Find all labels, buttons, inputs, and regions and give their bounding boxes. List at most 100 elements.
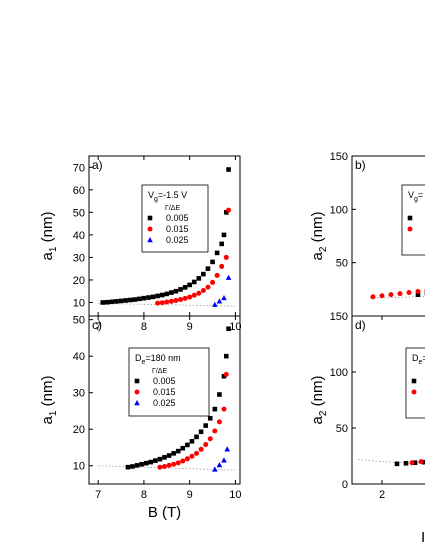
data-point xyxy=(212,428,218,434)
data-point xyxy=(221,406,227,412)
data-point xyxy=(216,298,223,304)
legend-label: 0.025 xyxy=(153,398,176,408)
data-point xyxy=(226,326,231,332)
x-tick-label: 10 xyxy=(229,489,241,501)
panel-b: 50 100 150 a2 (nm) b) Vg=Γ xyxy=(309,151,425,317)
data-point xyxy=(212,406,218,412)
legend-box xyxy=(141,184,209,253)
y-tick-label: 50 xyxy=(73,315,85,327)
data-point xyxy=(189,453,195,459)
y-tick-label: 40 xyxy=(73,351,85,363)
panel-label: d) xyxy=(355,318,366,332)
y-tick-label: 50 xyxy=(73,207,85,219)
y-tick-label: 20 xyxy=(73,424,85,436)
series-0.005 xyxy=(125,326,231,470)
data-point xyxy=(180,445,186,451)
plot-area xyxy=(369,288,425,300)
data-point xyxy=(182,285,188,290)
y-tick-label: 100 xyxy=(330,367,348,379)
data-point xyxy=(166,453,172,458)
series-1 xyxy=(409,459,424,466)
panel-a: 10 20 30 40 50 60 70 7 8 9 10 a1 (nm) a) Vg=-1.5 V Γ/Δ… xyxy=(39,155,242,333)
data-point xyxy=(225,274,232,280)
data-point xyxy=(139,461,144,467)
data-point xyxy=(191,292,197,298)
plot-area xyxy=(98,326,236,472)
plot-frame xyxy=(88,315,241,485)
x-tick-label: 7 xyxy=(95,489,101,501)
legend-title: De=180 nm xyxy=(135,353,181,366)
data-point xyxy=(148,459,154,465)
data-point xyxy=(109,299,115,305)
y-tick-label: 50 xyxy=(336,423,348,435)
data-point xyxy=(153,458,158,463)
data-point xyxy=(173,297,179,303)
y-axis-label: a1 (nm) xyxy=(39,376,59,425)
data-point xyxy=(388,292,394,298)
panel-label: b) xyxy=(355,158,366,172)
data-point xyxy=(146,295,151,300)
legend-marker xyxy=(411,389,417,395)
plot-frame xyxy=(351,315,425,485)
data-point xyxy=(162,455,167,460)
data-point xyxy=(155,300,161,306)
data-point xyxy=(182,295,188,301)
y-axis-label: a2 (nm) xyxy=(309,376,329,425)
data-point xyxy=(194,450,200,456)
data-point xyxy=(205,284,211,290)
y-tick-label: 150 xyxy=(330,151,348,163)
data-point xyxy=(212,466,218,472)
data-point xyxy=(162,463,167,469)
data-point xyxy=(185,442,190,448)
data-point xyxy=(221,373,227,379)
data-point xyxy=(134,463,140,468)
data-point xyxy=(205,266,211,271)
series-0.025 xyxy=(212,446,230,472)
legend-subtitle: Γ/ΔE xyxy=(152,368,167,375)
y-tick-label: 60 xyxy=(73,185,85,197)
legend-subtitle: Γ/ΔE xyxy=(165,205,180,212)
data-point xyxy=(219,263,225,269)
data-point xyxy=(155,293,160,299)
data-point xyxy=(223,254,229,260)
data-point xyxy=(184,456,190,462)
data-point xyxy=(164,291,170,297)
plot-area xyxy=(98,167,236,307)
legend-marker xyxy=(134,400,140,406)
data-point xyxy=(150,294,156,300)
series-0.015 xyxy=(157,371,229,470)
bottom-right-label: I xyxy=(421,529,425,546)
legend-label: 0.005 xyxy=(153,376,176,386)
data-point xyxy=(394,461,400,467)
series-1 xyxy=(370,288,425,300)
data-point xyxy=(226,207,232,213)
y-tick-label: 50 xyxy=(336,258,348,270)
data-point xyxy=(137,296,142,302)
data-point xyxy=(409,460,415,466)
data-point xyxy=(216,419,222,425)
data-point xyxy=(406,290,412,296)
data-point xyxy=(415,288,421,294)
data-point xyxy=(412,460,418,466)
data-point xyxy=(157,456,163,462)
data-point xyxy=(216,462,223,468)
data-point xyxy=(212,301,218,307)
data-point xyxy=(207,415,213,421)
x-tick-label: 8 xyxy=(141,321,147,333)
legend-title: Vg=-1.5 V xyxy=(148,190,187,203)
data-point xyxy=(224,446,230,452)
series-0.025 xyxy=(212,274,232,307)
legend-marker xyxy=(147,237,153,243)
y-tick-label: 40 xyxy=(73,230,85,242)
legend-marker xyxy=(407,226,413,232)
data-point xyxy=(210,279,216,285)
data-point xyxy=(223,371,229,377)
data-point xyxy=(214,250,220,256)
x-tick-label: 8 xyxy=(141,489,147,501)
legend: De= xyxy=(405,347,425,419)
data-point xyxy=(125,464,131,470)
data-point xyxy=(169,290,174,295)
data-point xyxy=(123,298,128,303)
